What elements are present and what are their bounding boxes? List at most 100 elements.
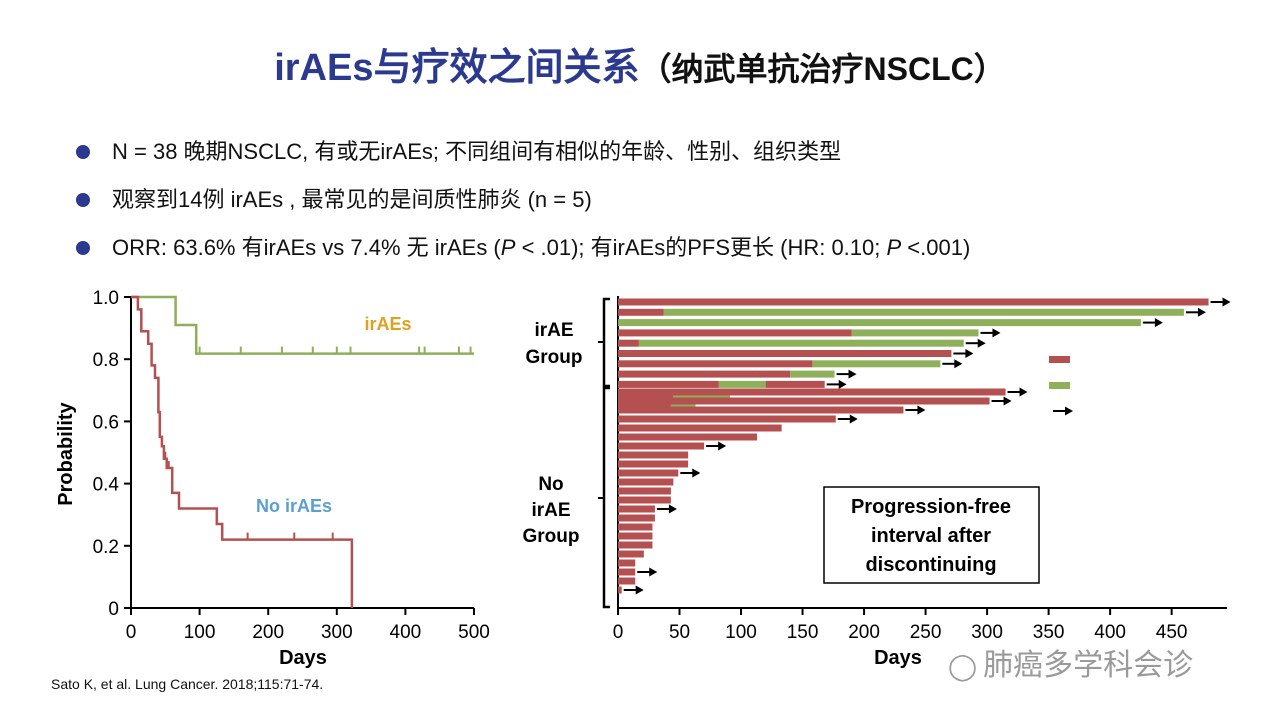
irae-bar-segment [618, 401, 671, 409]
km-x-tick-label: 400 [390, 622, 422, 643]
no-irae-bar [618, 496, 671, 504]
km-curve-iraes [131, 295, 474, 355]
no-irae-bar [618, 523, 653, 531]
irae-bar-arrow-head [954, 359, 963, 369]
p-value-symbol: P [500, 235, 516, 260]
irae-group-label-line: Group [526, 347, 583, 368]
irae-bar-arrow-head [838, 379, 847, 389]
irae-group-bracket [602, 297, 610, 388]
irae-bar-segment [618, 308, 664, 316]
no-irae-bar-arrow-head [718, 441, 727, 451]
swimmer-x-tick-label: 350 [1033, 622, 1065, 643]
swimmer-x-tick-label: 0 [613, 622, 624, 643]
legend-swatch-green [1049, 382, 1070, 389]
bullet-item: 观察到14例 irAEs , 最常见的是间质性肺炎 (n = 5) [76, 182, 1256, 230]
km-label-iraes: irAEs [364, 314, 411, 334]
no-irae-group-label-line: Group [523, 526, 580, 547]
no-irae-bar [618, 559, 636, 567]
km-x-tick-label: 100 [184, 622, 216, 643]
no-irae-bar [618, 505, 655, 513]
irae-bar-segment [618, 339, 639, 347]
no-irae-bar [618, 442, 705, 450]
swimmer-x-tick-label: 300 [971, 622, 1003, 643]
no-irae-bar [618, 460, 689, 468]
title-main: irAEs与疗效之间关系 [274, 47, 640, 89]
irae-bar-segment [718, 380, 766, 388]
no-irae-bar-arrow-head [1019, 387, 1028, 397]
watermark-text: 肺癌多学科会诊 [983, 649, 1194, 682]
no-irae-bar [618, 532, 653, 540]
km-y-tick-label: 0.6 [93, 412, 119, 433]
no-irae-group-label-line: irAE [531, 500, 570, 521]
km-label-no-iraes: No irAEs [256, 496, 332, 516]
slide-title: irAEs与疗效之间关系（纳武单抗治疗NSCLC） [0, 36, 1280, 91]
irae-bar-segment [851, 329, 979, 337]
irae-bar-arrow-head [1154, 318, 1163, 328]
km-x-tick-label: 300 [321, 622, 353, 643]
irae-bar-arrow-head [965, 349, 974, 358]
irae-bar-arrow-head [848, 369, 857, 379]
km-y-tick-label: 1.0 [93, 288, 119, 309]
no-irae-group-bracket [602, 386, 610, 609]
swimmer-x-tick-label: 250 [910, 622, 942, 643]
bullet-item: ORR: 63.6% 有irAEs vs 7.4% 无 irAEs (P < .… [76, 230, 1256, 278]
swimmer-x-axis-label: Days [874, 647, 922, 669]
citation: Sato K, et al. Lung Cancer. 2018;115:71-… [51, 676, 324, 692]
km-x-tick-label: 200 [252, 622, 284, 643]
irae-bar-segment [790, 370, 835, 378]
no-irae-bar-arrow-head [849, 414, 858, 424]
irae-bar-segment [638, 339, 964, 347]
irae-bar-segment [765, 380, 825, 388]
irae-bar-segment [670, 401, 696, 409]
no-irae-bar [618, 469, 679, 477]
no-irae-bar [618, 568, 636, 576]
no-irae-bar [618, 451, 689, 459]
km-y-tick-label: 0.8 [93, 350, 119, 371]
bullet-list: N = 38 晚期NSCLC, 有或无irAEs; 不同组间有相似的年龄、性别、… [76, 134, 1256, 278]
irae-bar-segment [812, 360, 941, 368]
no-irae-bar-arrow-head [635, 585, 644, 595]
bullet-text: N = 38 晚期NSCLC, 有或无irAEs; 不同组间有相似的年龄、性别、… [112, 139, 842, 164]
no-irae-bar [618, 478, 674, 486]
no-irae-bar [618, 424, 782, 432]
irae-bar-arrow-head [1197, 307, 1206, 317]
irae-bar-segment [618, 319, 1141, 327]
km-x-tick-label: 0 [126, 622, 137, 643]
irae-bar-segment [618, 380, 719, 388]
km-y-tick-label: 0.2 [93, 537, 119, 558]
watermark: ◯ 肺癌多学科会诊 [948, 640, 1193, 684]
bullet-item: N = 38 晚期NSCLC, 有或无irAEs; 不同组间有相似的年龄、性别、… [76, 134, 1256, 182]
irae-bar-arrow-head [1222, 297, 1231, 307]
no-irae-bar [618, 388, 1006, 396]
irae-group-label-line: irAE [534, 320, 573, 341]
km-y-tick-label: 0 [108, 599, 119, 620]
bullet-dot-icon [76, 145, 90, 159]
km-x-axis-label: Days [279, 647, 327, 669]
no-irae-bar-arrow-head [692, 468, 701, 478]
no-irae-bar-arrow-head [1003, 396, 1012, 406]
no-irae-bar [618, 577, 636, 585]
legend-arrow-head [1065, 406, 1073, 416]
km-y-axis-label: Probability [55, 401, 77, 505]
no-irae-bar [618, 541, 653, 549]
irae-bar-segment [663, 308, 1184, 316]
swimmer-x-tick-label: 450 [1156, 622, 1188, 643]
bullet-text: 观察到14例 irAEs , 最常见的是间质性肺炎 (n = 5) [112, 187, 592, 212]
irae-bar-segment [618, 329, 852, 337]
no-irae-bar-arrow-head [917, 405, 926, 415]
irae-bar-segment [618, 298, 1209, 306]
bullet-text-part: < .01); 有irAEs的PFS更长 (HR: 0.10; [515, 235, 887, 260]
no-irae-bar [618, 550, 644, 558]
wechat-icon: ◯ [948, 651, 978, 681]
swimmer-x-tick-label: 150 [787, 622, 819, 643]
annotation-box [823, 486, 1040, 584]
annotation-text-line: Progression-free [851, 496, 1011, 518]
no-irae-bar-arrow-head [668, 504, 677, 514]
km-y-tick-label: 0.4 [93, 475, 120, 496]
no-irae-bar [618, 514, 655, 522]
irae-bar-segment [618, 350, 952, 357]
bullet-dot-icon [76, 241, 90, 255]
swimmer-x-tick-label: 50 [669, 622, 690, 643]
no-irae-bar [618, 433, 758, 441]
